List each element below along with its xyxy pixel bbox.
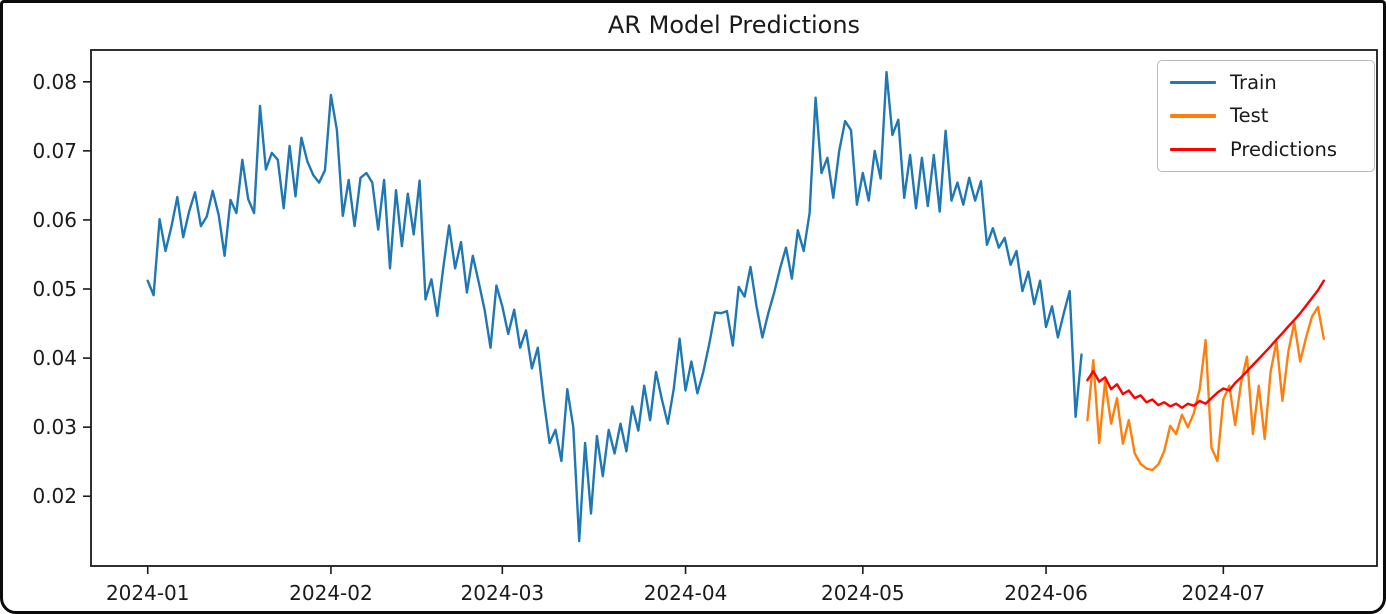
y-tick-label: 0.02 xyxy=(32,484,77,508)
test-line-swatch xyxy=(1170,114,1216,118)
y-tick-label: 0.06 xyxy=(32,208,77,232)
legend-item-test: Test xyxy=(1170,99,1364,132)
x-tick-label: 2024-01 xyxy=(106,581,190,605)
x-tick-label: 2024-07 xyxy=(1182,581,1266,605)
x-tick-label: 2024-05 xyxy=(821,581,905,605)
x-tick-label: 2024-03 xyxy=(461,581,545,605)
y-tick-label: 0.03 xyxy=(32,415,77,439)
x-tick-label: 2024-04 xyxy=(644,581,728,605)
x-tick-label: 2024-02 xyxy=(289,581,373,605)
y-tick-label: 0.08 xyxy=(32,70,77,94)
chart-canvas: 2024-01 2024-02 2024-03 2024-04 2024-05 2024-… xyxy=(32,49,1378,605)
chart-title: AR Model Predictions xyxy=(607,11,861,39)
axes-frame xyxy=(90,49,1378,567)
series-line-test xyxy=(1086,305,1326,472)
legend-item-predictions: Predictions xyxy=(1170,133,1364,166)
legend-label-test: Test xyxy=(1230,104,1269,128)
x-tick-label: 2024-06 xyxy=(1004,581,1088,605)
train-line-swatch xyxy=(1170,81,1216,85)
series-line-predictions xyxy=(1086,279,1326,409)
y-tick-label: 0.04 xyxy=(32,346,77,370)
y-tick-label: 0.05 xyxy=(32,277,77,301)
legend: Train Test Predictions xyxy=(1157,60,1375,172)
legend-item-train: Train xyxy=(1170,66,1364,99)
legend-label-predictions: Predictions xyxy=(1230,137,1338,161)
series-line-train xyxy=(146,70,1083,543)
y-tick-label: 0.07 xyxy=(32,139,77,163)
predictions-line-swatch xyxy=(1170,147,1216,151)
legend-label-train: Train xyxy=(1230,70,1277,94)
